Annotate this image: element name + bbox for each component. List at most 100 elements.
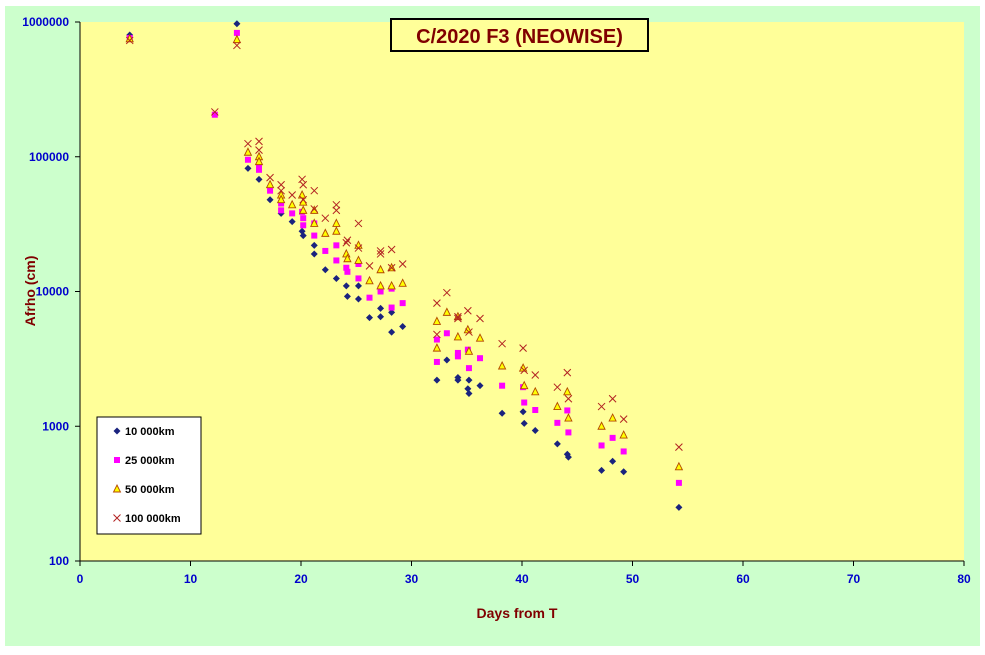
data-point: [366, 314, 374, 322]
data-point: [464, 385, 472, 393]
data-point: [354, 219, 363, 228]
data-point: [376, 264, 385, 274]
data-point: [674, 461, 684, 471]
data-point: [609, 434, 616, 441]
data-point: [465, 376, 473, 384]
data-point: [266, 173, 274, 182]
data-point: [532, 407, 539, 414]
data-point: [519, 408, 527, 416]
y-tick-label: 1000: [42, 419, 69, 433]
y-tick-label: 10000: [36, 285, 70, 299]
legend-entry-4: 100 000km: [113, 513, 181, 525]
x-tick-label: 20: [294, 572, 308, 586]
data-point: [443, 288, 451, 297]
data-point: [343, 236, 352, 245]
data-point: [564, 413, 573, 422]
data-point: [277, 186, 285, 195]
x-tick-label: 80: [957, 572, 971, 586]
data-point: [477, 355, 484, 362]
data-point: [255, 137, 263, 146]
data-point: [354, 295, 362, 303]
data-point: [675, 443, 683, 451]
data-point: [310, 205, 319, 213]
chart-title: C/2020 F3 (NEOWISE): [416, 26, 623, 48]
data-point: [443, 356, 451, 364]
legend-entry-3: 50 000km: [112, 483, 175, 496]
data-point: [564, 394, 573, 403]
data-point: [563, 386, 572, 396]
legend-label: 25 000km: [125, 455, 175, 467]
data-point: [387, 263, 396, 272]
x-tick-label: 70: [847, 572, 861, 586]
data-point: [355, 260, 362, 267]
data-point: [563, 368, 572, 377]
data-point: [387, 280, 396, 290]
series-4: [125, 36, 683, 451]
data-point: [553, 440, 561, 448]
data-point: [267, 187, 274, 194]
data-point: [311, 232, 318, 239]
data-point: [342, 282, 350, 290]
plot-area: [80, 22, 964, 561]
data-point: [475, 333, 485, 342]
data-point: [531, 371, 540, 379]
x-tick-label: 60: [736, 572, 750, 586]
data-point: [387, 245, 396, 254]
x-axis-label: Days from T: [477, 605, 558, 621]
data-point: [465, 365, 472, 372]
data-point: [332, 200, 341, 209]
data-point: [519, 380, 529, 390]
data-point: [299, 180, 308, 189]
data-point: [342, 238, 351, 247]
data-point: [265, 179, 275, 189]
data-point: [598, 466, 606, 474]
data-point: [343, 264, 350, 271]
data-point: [442, 307, 452, 316]
data-point: [433, 330, 441, 339]
data-point: [519, 344, 527, 352]
data-point: [277, 180, 285, 189]
data-point: [321, 266, 329, 274]
x-tick-label: 10: [184, 572, 198, 586]
data-point: [254, 156, 264, 166]
data-point: [300, 215, 307, 222]
data-point: [553, 383, 562, 392]
data-point: [344, 268, 351, 275]
legend-label: 10 000km: [125, 426, 175, 438]
y-tick-label: 100: [49, 554, 69, 568]
data-point: [520, 419, 528, 427]
data-point: [377, 288, 384, 295]
data-point: [244, 164, 252, 172]
data-point: [333, 242, 340, 249]
data-point: [376, 280, 385, 290]
data-point: [233, 29, 240, 36]
data-point: [332, 226, 341, 235]
data-point: [619, 415, 628, 423]
data-point: [497, 360, 507, 370]
y-axis-ticks: 100 1000 10000 100000 1000000: [22, 15, 80, 568]
x-tick-label: 0: [77, 572, 84, 586]
data-point: [388, 308, 396, 316]
title-box: C/2020 F3 (NEOWISE): [390, 18, 649, 52]
data-point: [454, 312, 462, 321]
data-point: [266, 196, 274, 204]
data-point: [464, 306, 472, 315]
data-point: [299, 232, 307, 240]
legend: 10 000km 25 000km 50 000km 100 000km: [96, 416, 202, 535]
y-tick-label: 100000: [29, 150, 69, 164]
data-point: [521, 399, 528, 406]
x-tick-label: 50: [626, 572, 640, 586]
data-point: [597, 402, 606, 411]
data-point: [278, 200, 285, 207]
data-point: [453, 331, 463, 341]
data-point: [287, 199, 297, 209]
data-point: [398, 278, 407, 287]
data-point: [310, 241, 318, 249]
data-point: [498, 409, 506, 417]
legend-entry-2: 25 000km: [114, 455, 175, 467]
data-point: [619, 430, 628, 439]
data-point: [244, 156, 251, 163]
data-point: [609, 457, 617, 465]
